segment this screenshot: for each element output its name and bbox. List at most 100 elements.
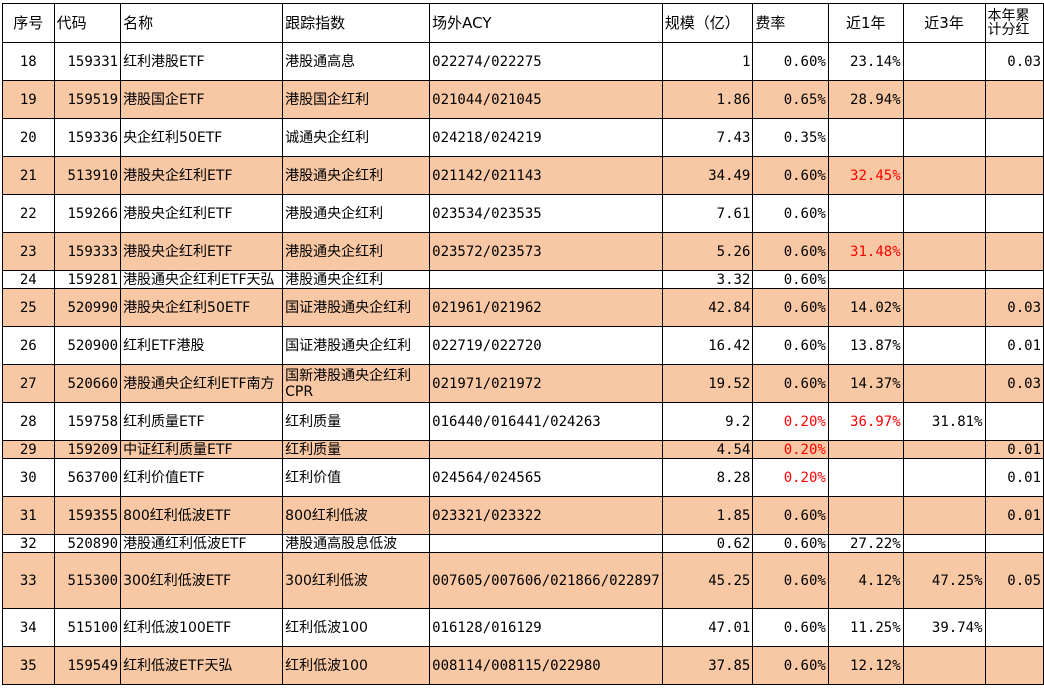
cell-tracking-index: 诚通央企红利 (282, 118, 431, 157)
cell-return-3y (902, 646, 986, 685)
cell-fee-rate: 0.60% (752, 156, 829, 195)
cell-code: 515300 (53, 552, 122, 609)
table-row: 21 513910 港股央企红利ETF 港股通央企红利 021142/021143 34.… (2, 156, 1044, 195)
cell-code: 515100 (53, 608, 122, 647)
header-otc-acy: 场外ACY (429, 3, 663, 43)
cell-ytd-dividend (984, 270, 1044, 289)
table-row: 22 159266 港股央企红利ETF 港股通央企红利 023534/023535 7.6… (2, 194, 1044, 233)
cell-index: 19 (2, 80, 55, 119)
table-row: 34 515100 红利低波100ETF 红利低波100 016128/016129 47… (2, 608, 1044, 647)
cell-scale: 34.49 (661, 156, 754, 195)
cell-index: 21 (2, 156, 55, 195)
cell-scale: 1 (661, 42, 754, 81)
cell-otc-acy (429, 534, 663, 553)
cell-return-1y (827, 440, 904, 459)
cell-code: 520660 (53, 364, 122, 403)
cell-fee-rate: 0.60% (752, 270, 829, 289)
cell-return-1y (827, 496, 904, 535)
cell-return-1y: 32.45% (827, 156, 904, 195)
cell-ytd-dividend: 0.01 (984, 440, 1044, 459)
cell-name: 红利低波100ETF (120, 608, 284, 647)
cell-tracking-index: 港股通央企红利 (282, 156, 431, 195)
cell-return-3y (902, 232, 986, 271)
cell-ytd-dividend (984, 608, 1044, 647)
cell-ytd-dividend: 0.03 (984, 364, 1044, 403)
cell-tracking-index: 国证港股通央企红利 (282, 326, 431, 365)
cell-code: 520990 (53, 288, 122, 327)
cell-name: 港股央企红利ETF (120, 156, 284, 195)
cell-scale: 19.52 (661, 364, 754, 403)
cell-scale: 42.84 (661, 288, 754, 327)
cell-index: 24 (2, 270, 55, 289)
cell-return-1y: 12.12% (827, 646, 904, 685)
table-row: 19 159519 港股国企ETF 港股国企红利 021044/021045 1.86 0.… (2, 80, 1044, 119)
cell-otc-acy: 023321/023322 (429, 496, 663, 535)
cell-ytd-dividend: 0.01 (984, 326, 1044, 365)
cell-scale: 45.25 (661, 552, 754, 609)
table-row: 30 563700 红利价值ETF 红利价值 024564/024565 8.28 0.20… (2, 458, 1044, 497)
cell-scale: 5.26 (661, 232, 754, 271)
cell-name: 港股通央企红利ETF天弘 (120, 270, 284, 289)
table-row: 26 520900 红利ETF港股 国证港股通央企红利 022719/022720 16.… (2, 326, 1044, 365)
table-row: 25 520990 港股央企红利50ETF 国证港股通央企红利 021961/02196… (2, 288, 1044, 327)
cell-scale: 0.62 (661, 534, 754, 553)
cell-fee-rate: 0.60% (752, 364, 829, 403)
cell-index: 34 (2, 608, 55, 647)
table-row: 35 159549 红利低波ETF天弘 红利低波100 008114/008115/02… (2, 646, 1044, 685)
cell-return-3y (902, 270, 986, 289)
cell-ytd-dividend: 0.01 (984, 496, 1044, 535)
cell-name: 港股央企红利50ETF (120, 288, 284, 327)
cell-return-1y (827, 118, 904, 157)
cell-otc-acy: 007605/007606/021866/022897 (429, 552, 663, 609)
cell-fee-rate: 0.65% (752, 80, 829, 119)
cell-name: 中证红利质量ETF (120, 440, 284, 459)
cell-ytd-dividend (984, 194, 1044, 233)
cell-return-1y: 23.14% (827, 42, 904, 81)
cell-fee-rate: 0.20% (752, 440, 829, 459)
cell-otc-acy: 021044/021045 (429, 80, 663, 119)
cell-otc-acy: 022274/022275 (429, 42, 663, 81)
cell-return-1y: 4.12% (827, 552, 904, 609)
cell-index: 29 (2, 440, 55, 459)
cell-return-3y (902, 42, 986, 81)
cell-tracking-index: 港股通高股息低波 (282, 534, 431, 553)
cell-return-3y (902, 364, 986, 403)
cell-return-3y (902, 458, 986, 497)
cell-code: 159549 (53, 646, 122, 685)
cell-code: 159519 (53, 80, 122, 119)
cell-index: 23 (2, 232, 55, 271)
cell-name: 港股央企红利ETF (120, 194, 284, 233)
header-name: 名称 (120, 3, 284, 43)
cell-code: 513910 (53, 156, 122, 195)
table-row: 23 159333 港股央企红利ETF 港股通央企红利 023572/023573 5.2… (2, 232, 1044, 271)
cell-name: 港股央企红利ETF (120, 232, 284, 271)
cell-return-3y: 39.74% (902, 608, 986, 647)
cell-code: 159336 (53, 118, 122, 157)
cell-tracking-index: 国证港股通央企红利 (282, 288, 431, 327)
cell-fee-rate: 0.35% (752, 118, 829, 157)
cell-index: 20 (2, 118, 55, 157)
cell-code: 159355 (53, 496, 122, 535)
cell-index: 25 (2, 288, 55, 327)
header-tracking-index: 跟踪指数 (282, 3, 431, 43)
cell-ytd-dividend (984, 646, 1044, 685)
header-index: 序号 (2, 3, 55, 43)
cell-name: 红利低波ETF天弘 (120, 646, 284, 685)
cell-return-1y: 27.22% (827, 534, 904, 553)
cell-fee-rate: 0.60% (752, 496, 829, 535)
cell-return-1y: 13.87% (827, 326, 904, 365)
cell-fee-rate: 0.60% (752, 194, 829, 233)
cell-ytd-dividend: 0.05 (984, 552, 1044, 609)
cell-code: 159209 (53, 440, 122, 459)
table-row: 32 520890 港股通红利低波ETF 港股通高股息低波 0.62 0.60% 27.22… (2, 534, 1044, 553)
cell-ytd-dividend: 0.01 (984, 458, 1044, 497)
cell-return-3y (902, 80, 986, 119)
cell-otc-acy: 023572/023573 (429, 232, 663, 271)
cell-ytd-dividend: 0.03 (984, 42, 1044, 81)
cell-ytd-dividend (984, 402, 1044, 441)
cell-return-3y: 47.25% (902, 552, 986, 609)
cell-scale: 3.32 (661, 270, 754, 289)
cell-return-1y: 36.97% (827, 402, 904, 441)
cell-index: 31 (2, 496, 55, 535)
cell-scale: 1.85 (661, 496, 754, 535)
